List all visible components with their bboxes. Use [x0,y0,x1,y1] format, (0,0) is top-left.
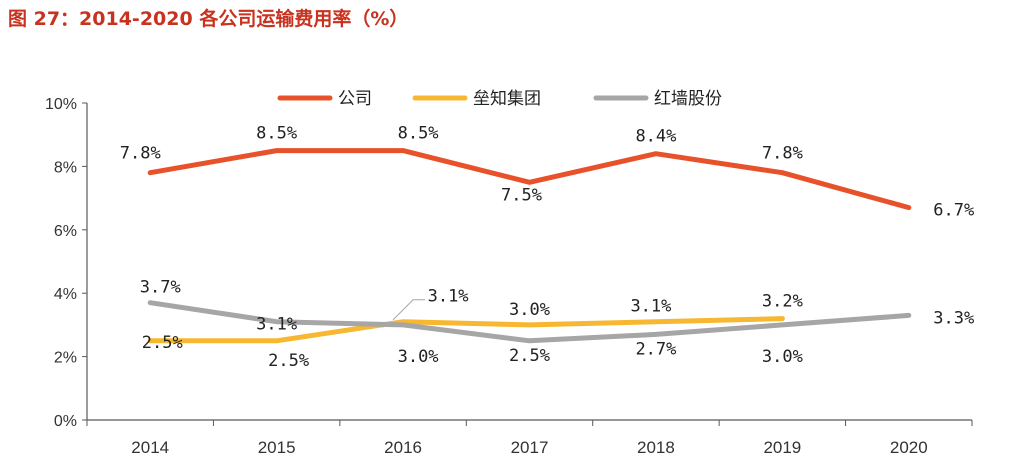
x-tick-label: 2020 [890,438,928,457]
legend-label-3: 红墙股份 [654,89,722,109]
x-tick-label: 2016 [384,438,422,457]
x-tick-label: 2019 [763,438,801,457]
data-label: 3.2% [762,292,803,312]
data-label: 3.0% [509,300,550,320]
data-label: 2.5% [268,351,309,371]
y-tick-label: 6% [54,223,77,240]
data-label: 6.7% [933,201,974,221]
series-line-2 [147,316,785,344]
y-tick-label: 8% [54,159,77,176]
x-tick-label: 2014 [131,438,169,457]
data-label: 7.8% [762,144,803,164]
series-line-1 [147,148,912,211]
data-label: 8.5% [256,124,297,144]
data-label: 3.0% [762,347,803,367]
data-label: 3.1% [630,297,671,317]
legend-label-1: 公司 [338,89,372,109]
data-label: 7.8% [120,144,161,164]
leader-line [392,299,426,321]
x-tick-label: 2018 [637,438,675,457]
y-tick-label: 4% [54,286,77,303]
y-tick-label: 10% [45,96,77,113]
data-label: 2.5% [142,333,183,353]
data-label: 2.5% [509,346,550,366]
data-label: 7.5% [501,185,542,205]
data-label: 8.4% [635,127,676,147]
legend-label-2: 垒知集团 [473,89,541,109]
y-tick-label: 2% [54,350,77,367]
series-line-3 [147,300,912,344]
x-tick-label: 2015 [258,438,296,457]
data-label: 3.0% [398,347,439,367]
data-label: 3.3% [933,308,974,328]
data-label: 2.7% [635,339,676,359]
data-label: 3.7% [140,278,181,298]
x-tick-label: 2017 [511,438,549,457]
y-tick-label: 0% [54,413,77,430]
data-label: 8.5% [398,124,439,144]
data-label: 3.1% [428,287,469,307]
figure-title: 图 27：2014-2020 各公司运输费用率（%） [8,8,409,30]
data-label: 3.1% [256,315,297,335]
